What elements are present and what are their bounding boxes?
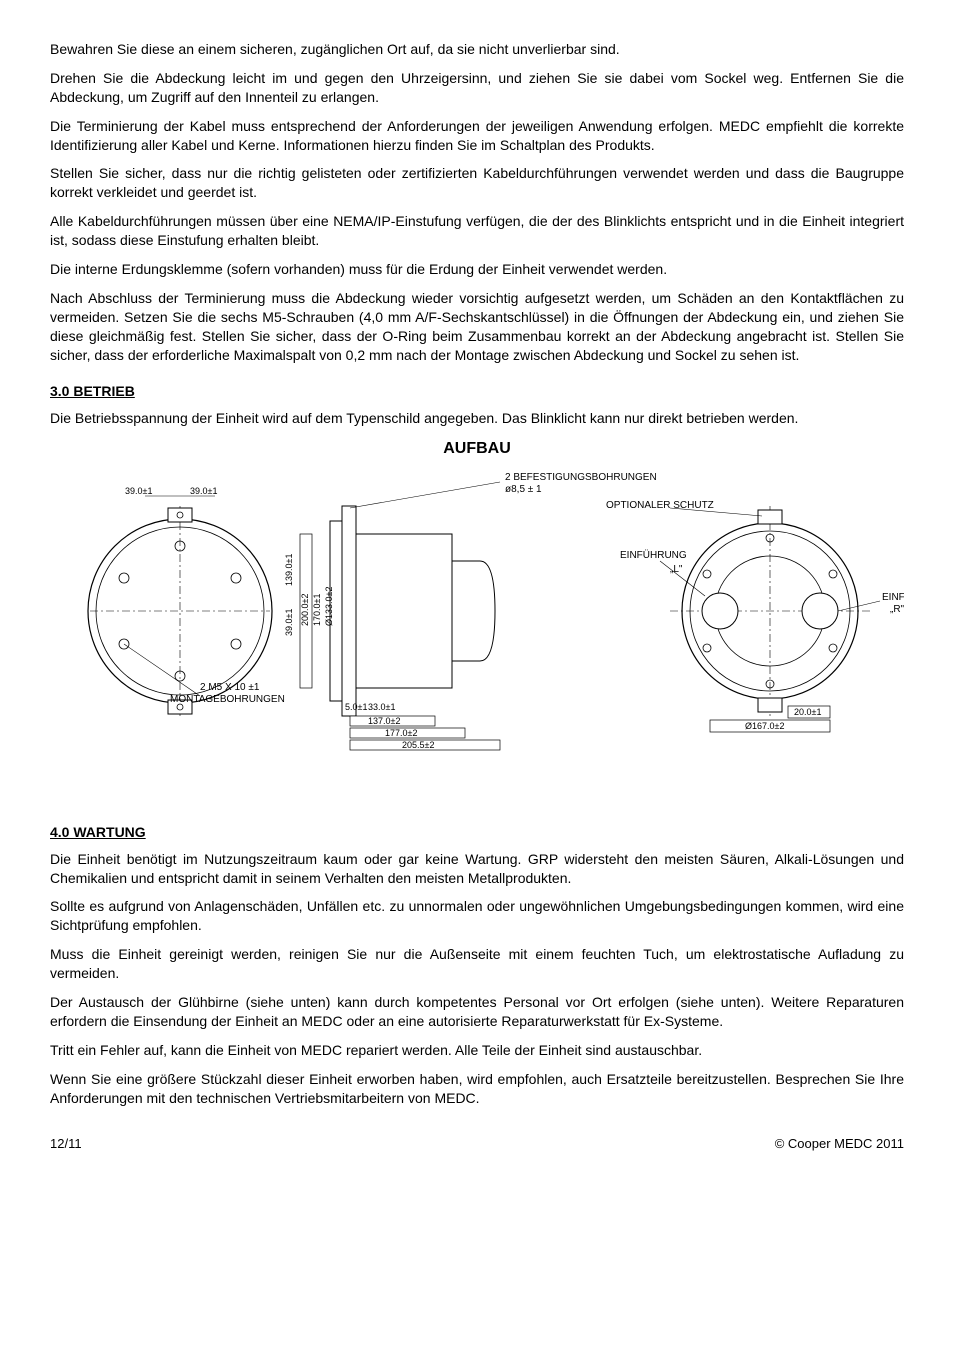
svg-text:200.0±2: 200.0±2: [300, 593, 310, 625]
para-7: Nach Abschluss der Terminierung muss die…: [50, 289, 904, 365]
para-w6: Wenn Sie eine größere Stückzahl dieser E…: [50, 1070, 904, 1108]
para-w2: Sollte es aufgrund von Anlagenschäden, U…: [50, 897, 904, 935]
side-view: 137.0±2 177.0±2 205.5±2 200.0±2 170.0±1 …: [284, 506, 500, 750]
para-2: Drehen Sie die Abdeckung leicht im und g…: [50, 69, 904, 107]
para-w1: Die Einheit benötigt im Nutzungszeitraum…: [50, 850, 904, 888]
content-region: Bewahren Sie diese an einem sicheren, zu…: [50, 40, 904, 1153]
para-4: Stellen Sie sicher, dass nur die richtig…: [50, 164, 904, 202]
page-footer: 12/11 © Cooper MEDC 2011: [50, 1135, 904, 1153]
para-1: Bewahren Sie diese an einem sicheren, zu…: [50, 40, 904, 59]
para-5: Alle Kabeldurchführungen müssen über ein…: [50, 212, 904, 250]
rear-view: 20.0±1 Ø167.0±2: [670, 506, 870, 732]
para-w4: Der Austausch der Glühbirne (siehe unten…: [50, 993, 904, 1031]
para-w5: Tritt ein Fehler auf, kann die Einheit v…: [50, 1041, 904, 1060]
footer-left: 12/11: [50, 1135, 82, 1153]
svg-text:ø8,5 ± 1: ø8,5 ± 1: [505, 484, 542, 495]
diagram-labels: 2 BEFESTIGUNGSBOHRUNGEN ø8,5 ± 1 OPTIONA…: [170, 472, 904, 705]
svg-text:39.0±1: 39.0±1: [284, 608, 294, 635]
svg-text:205.5±2: 205.5±2: [402, 740, 434, 750]
heading-betrieb: 3.0 BETRIEB: [50, 382, 904, 401]
svg-text:170.0±1: 170.0±1: [312, 593, 322, 625]
svg-text:2 BEFESTIGUNGSBOHRUNGEN: 2 BEFESTIGUNGSBOHRUNGEN: [505, 472, 657, 483]
footer-right: © Cooper MEDC 2011: [775, 1135, 904, 1153]
svg-text:EINFÜHRUNG: EINFÜHRUNG: [620, 549, 687, 561]
svg-text:20.0±1: 20.0±1: [794, 707, 821, 717]
svg-text:177.0±2: 177.0±2: [385, 728, 417, 738]
svg-text:„L": „L": [670, 564, 683, 575]
technical-diagram: 39.0±1 39.0±1 137.0±2 177.0±2 205.5±2 20…: [50, 466, 904, 786]
para-3: Die Terminierung der Kabel muss entsprec…: [50, 117, 904, 155]
svg-text:EINFÜHRUNG: EINFÜHRUNG: [882, 591, 904, 603]
svg-text:5.0±1: 5.0±1: [345, 702, 367, 712]
svg-text:137.0±2: 137.0±2: [368, 716, 400, 726]
svg-text:„R": „R": [890, 604, 904, 615]
svg-text:39.0±1: 39.0±1: [125, 486, 152, 496]
svg-text:MONTAGEBOHRUNGEN: MONTAGEBOHRUNGEN: [170, 694, 285, 705]
svg-text:139.0±1: 139.0±1: [284, 553, 294, 585]
diagram-title: AUFBAU: [50, 438, 904, 460]
para-6: Die interne Erdungsklemme (sofern vorhan…: [50, 260, 904, 279]
svg-text:Ø133.0±2: Ø133.0±2: [324, 586, 334, 625]
para-w3: Muss die Einheit gereinigt werden, reini…: [50, 945, 904, 983]
svg-text:39.0±1: 39.0±1: [190, 486, 217, 496]
svg-text:Ø167.0±2: Ø167.0±2: [745, 721, 784, 731]
svg-text:2 M5 X 10 ±1: 2 M5 X 10 ±1: [200, 682, 260, 693]
heading-wartung: 4.0 WARTUNG: [50, 823, 904, 842]
para-betrieb: Die Betriebsspannung der Einheit wird au…: [50, 409, 904, 428]
svg-text:OPTIONALER SCHUTZ: OPTIONALER SCHUTZ: [606, 500, 714, 511]
svg-text:33.0±1: 33.0±1: [368, 702, 395, 712]
